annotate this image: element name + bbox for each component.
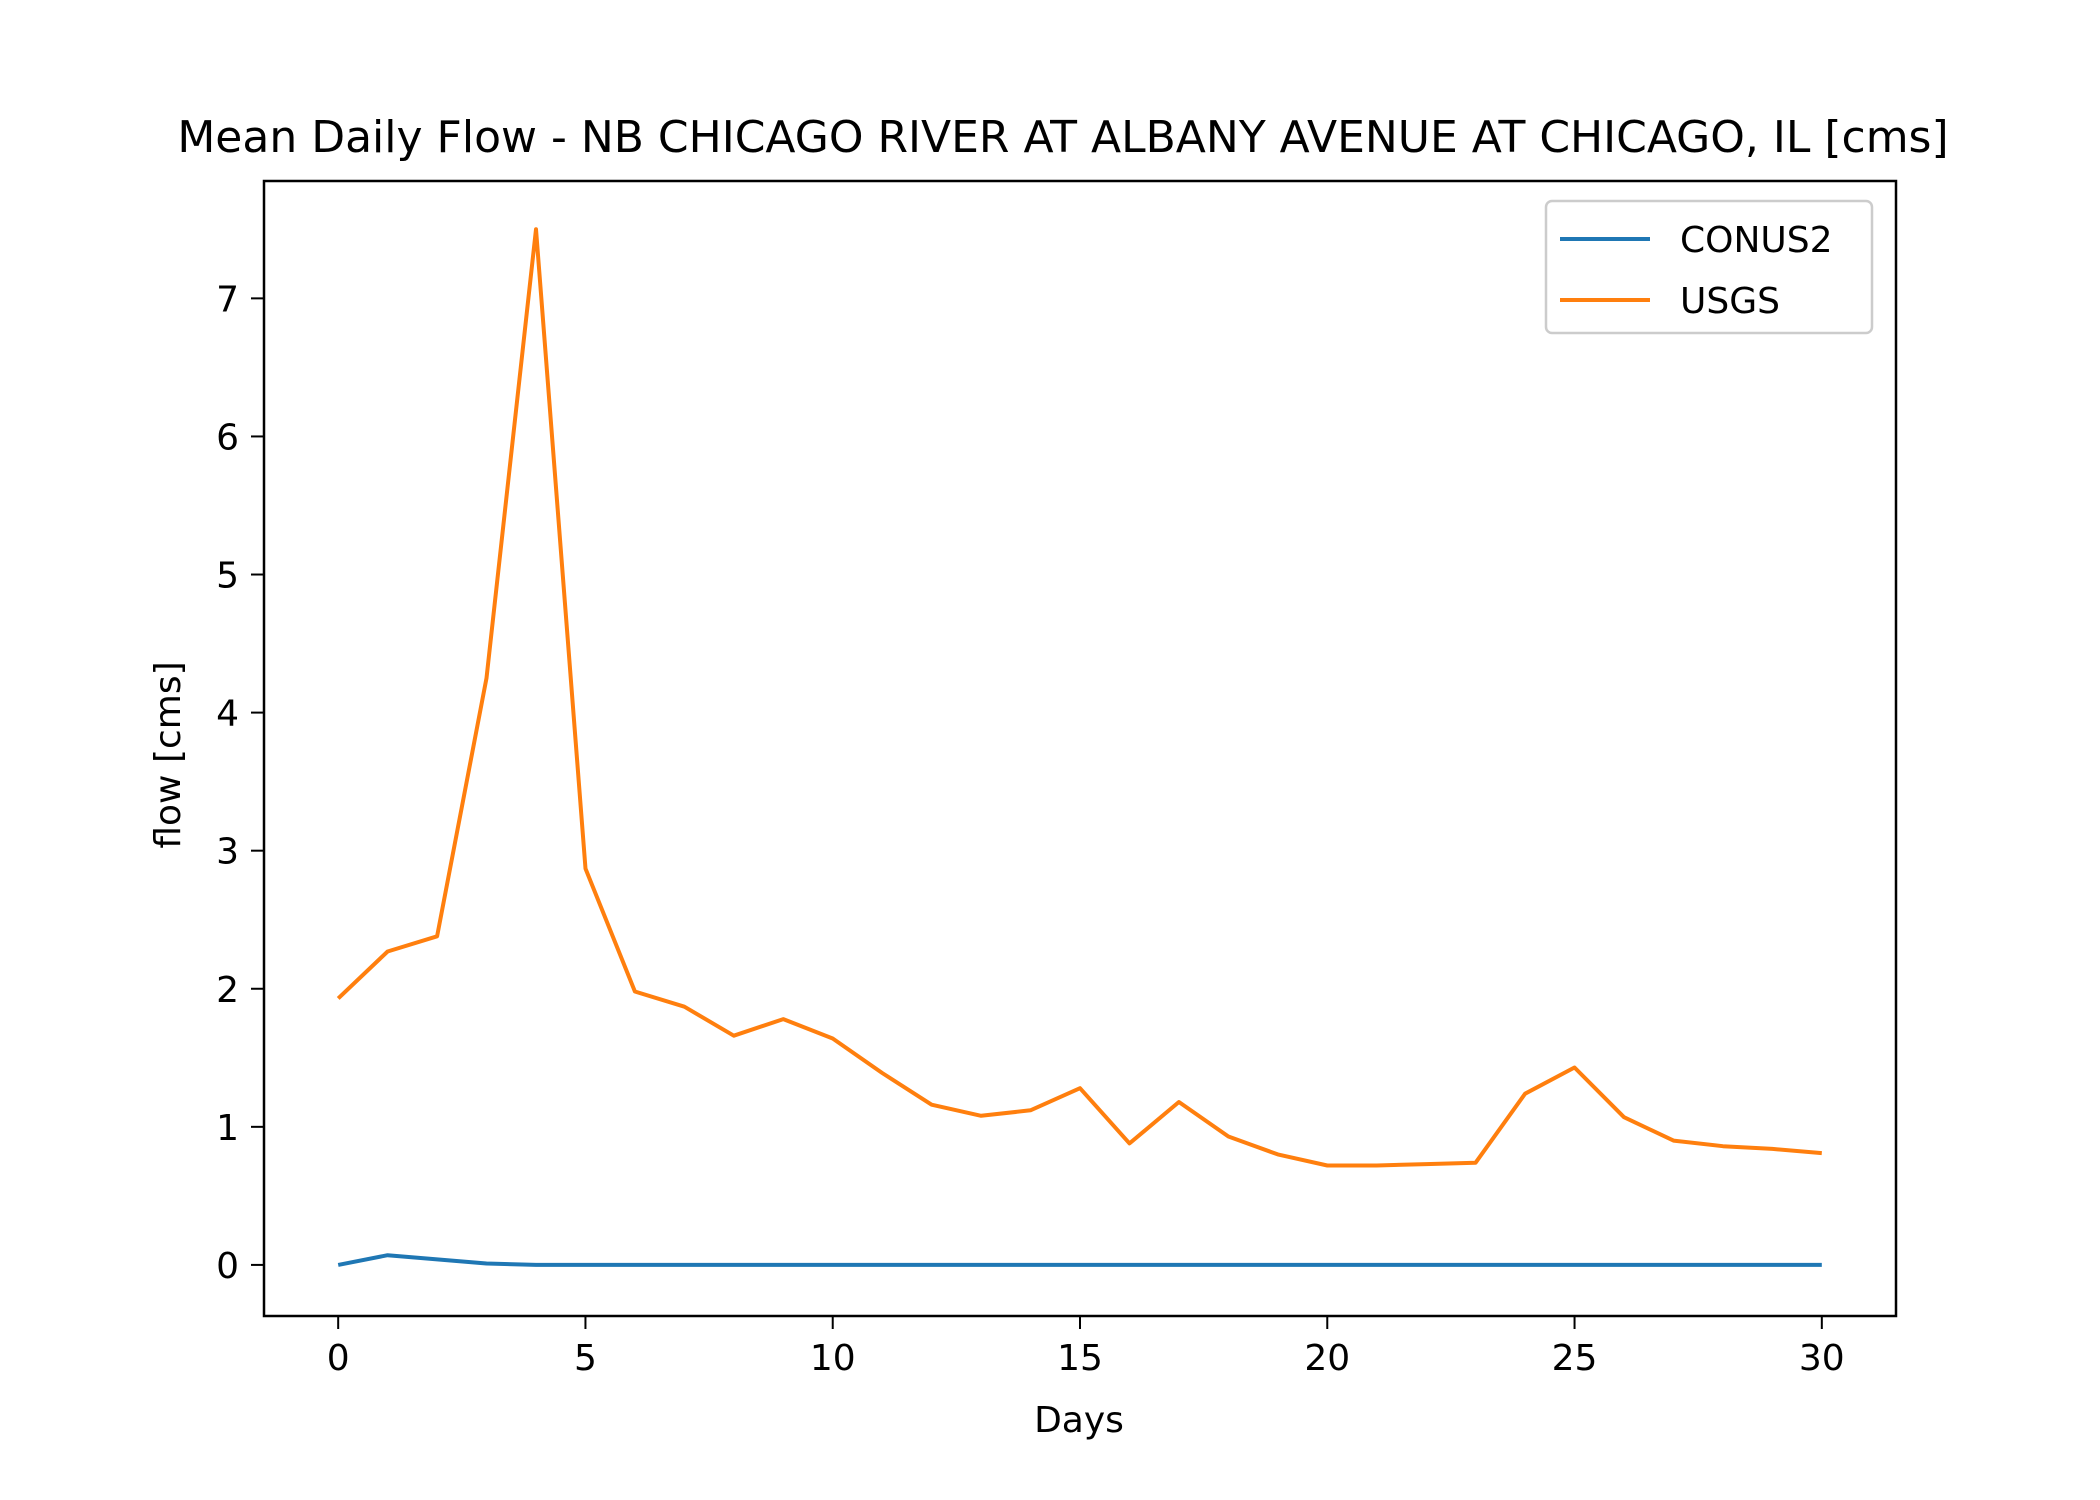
x-tick-label: 30 — [1799, 1338, 1845, 1379]
x-tick-label: 15 — [1057, 1338, 1103, 1379]
y-tick-label: 6 — [216, 417, 239, 458]
y-tick-label: 7 — [216, 279, 239, 320]
legend-label-conus2: CONUS2 — [1680, 220, 1833, 261]
series-line-conus2 — [337, 1253, 1822, 1267]
y-tick-label: 2 — [216, 970, 239, 1011]
y-tick-label: 4 — [216, 694, 239, 735]
x-tick-label: 0 — [327, 1338, 350, 1379]
x-tick-label: 20 — [1304, 1338, 1350, 1379]
x-tick-label: 25 — [1552, 1338, 1598, 1379]
y-axis-label: flow [cms] — [148, 661, 189, 848]
y-tick-label: 1 — [216, 1108, 239, 1149]
x-tick-label: 5 — [574, 1338, 597, 1379]
x-axis-label: Days — [1034, 1400, 1124, 1441]
chart-title: Mean Daily Flow - NB CHICAGO RIVER AT AL… — [177, 112, 1948, 163]
legend-label-usgs: USGS — [1680, 281, 1780, 322]
legend: CONUS2 USGS — [1544, 199, 1874, 335]
x-tick-label: 10 — [810, 1338, 856, 1379]
plot-area: 0 5 10 15 20 25 30 0 1 2 3 4 5 6 7 — [216, 179, 1898, 1379]
y-tick-label: 0 — [216, 1246, 239, 1287]
y-tick-label: 3 — [216, 832, 239, 873]
y-tick-label: 5 — [216, 556, 239, 597]
series-line-usgs — [336, 227, 1822, 1168]
